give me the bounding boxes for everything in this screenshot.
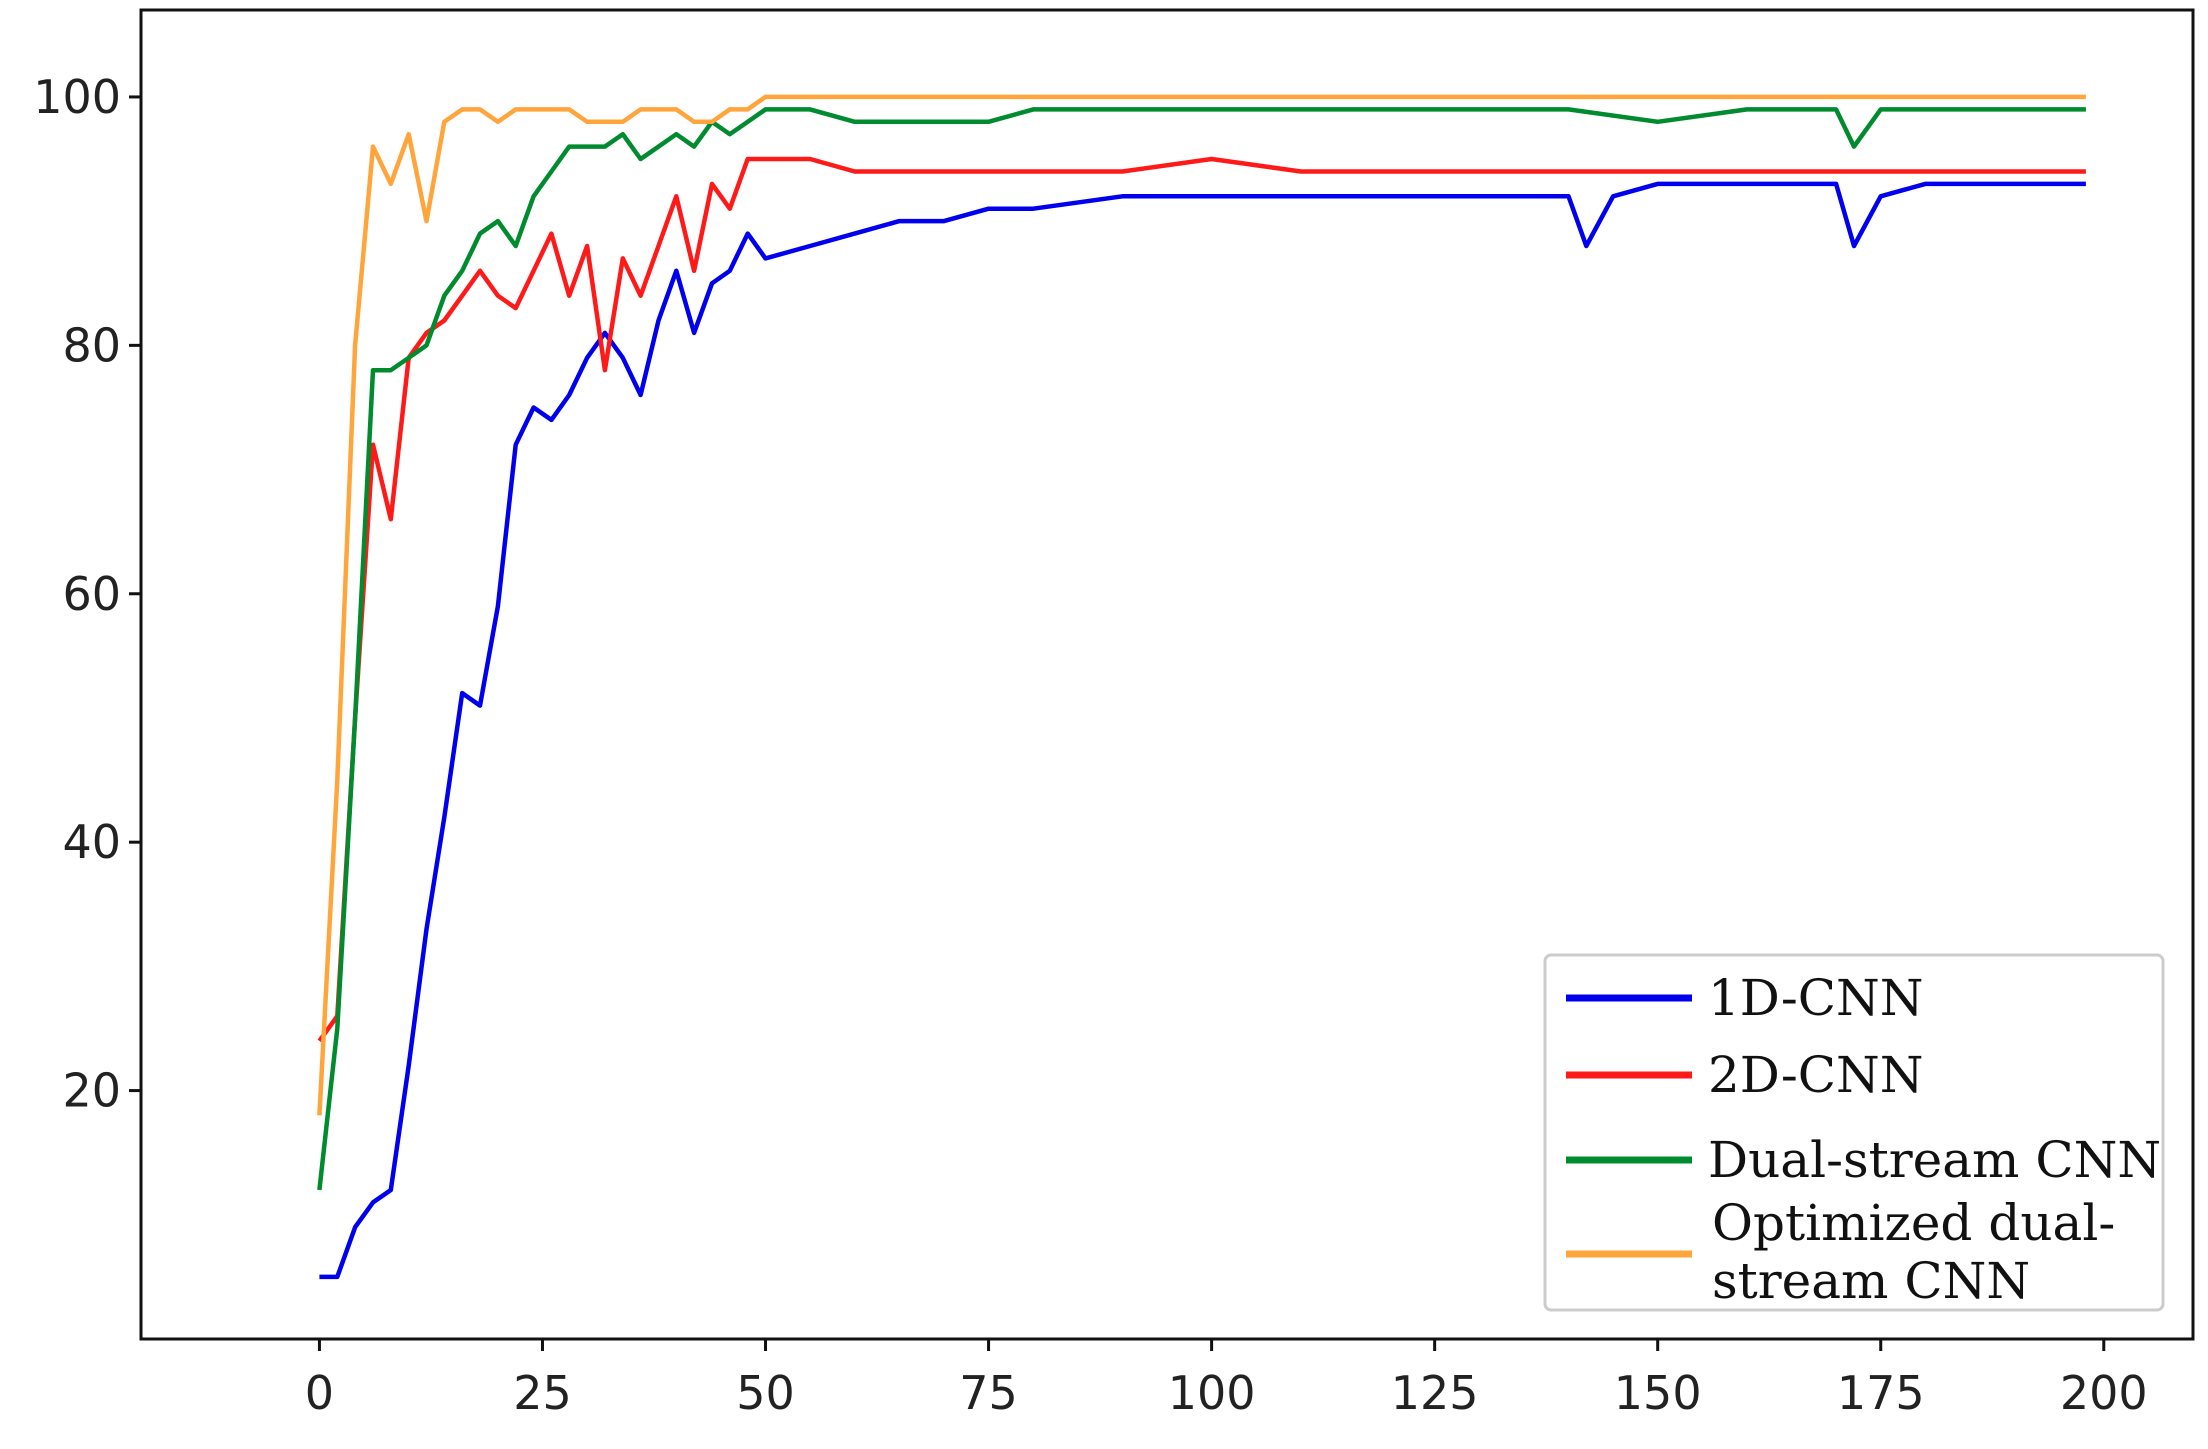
legend-entry-1d-cnn: 1D-CNN: [1566, 969, 1923, 1027]
y-tick-label: 60: [62, 567, 121, 621]
x-tick-label: 25: [513, 1366, 572, 1420]
x-tick-label: 150: [1614, 1366, 1702, 1420]
x-tick-label: 175: [1837, 1366, 1925, 1420]
series-layer: [317, 94, 2086, 1280]
series-line-optimized-dual-stream-cnn: [317, 94, 2086, 1116]
legend-entry-dual-stream-cnn: Dual-stream CNN: [1566, 1131, 2161, 1189]
legend-label-1d-cnn: 1D-CNN: [1708, 969, 1923, 1027]
legend-entry-optimized-dual-stream-cnn: Optimized dual-stream CNN: [1566, 1194, 2115, 1310]
x-tick-label: 50: [736, 1366, 795, 1420]
x-axis: 0 25 50 75 100 125 150 175 200: [305, 1339, 2148, 1420]
plot-frame: [139, 8, 2195, 1341]
y-tick-label: 20: [62, 1064, 121, 1118]
y-tick-label: 80: [62, 318, 121, 372]
x-tick-label: 75: [959, 1366, 1018, 1420]
series-line-2d-cnn: [317, 156, 2086, 1043]
x-tick-label: 200: [2060, 1366, 2148, 1420]
legend-label-2d-cnn: 2D-CNN: [1708, 1046, 1923, 1104]
legend-label-dual-stream-cnn: Dual-stream CNN: [1708, 1131, 2161, 1189]
legend-box: [1543, 953, 2165, 1312]
legend-entry-2d-cnn: 2D-CNN: [1566, 1046, 1923, 1104]
legend: 1D-CNN 2D-CNN Dual-stream CNN Optimized …: [1543, 953, 2165, 1312]
series-line-1d-cnn: [319, 181, 2086, 1280]
series-line-dual-stream-cnn: [317, 107, 2086, 1191]
x-tick-label: 125: [1391, 1366, 1479, 1420]
legend-label-optimized-dual-stream-cnn: Optimized dual-stream CNN: [1712, 1194, 2115, 1310]
y-tick-label: 100: [33, 70, 121, 124]
x-tick-label: 100: [1168, 1366, 1256, 1420]
y-tick-label: 40: [62, 815, 121, 869]
x-tick-label: 0: [305, 1366, 334, 1420]
y-axis: 20 40 60 80 100: [33, 70, 141, 1118]
